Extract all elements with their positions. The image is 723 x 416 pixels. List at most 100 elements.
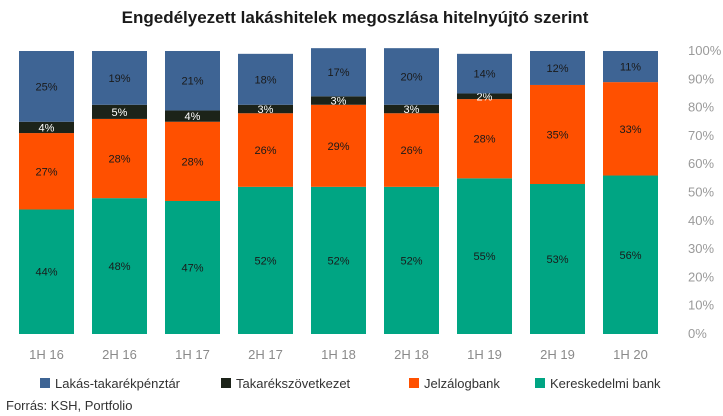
data-label-takarekszovetkezet-2h-17: 3%: [258, 104, 274, 116]
y-axis-ticks: 0% 10% 20% 30% 40% 50% 60% 70% 80% 90% 100%: [688, 43, 722, 341]
data-label-kereskedelmi-bank-1h-17: 47%: [181, 262, 203, 274]
x-tick-label: 1H 19: [467, 347, 502, 362]
bar-kereskedelmi-bank-1h-19: [457, 178, 512, 334]
bar-lakas-takarekpenztar-2h-17: [238, 53, 293, 105]
data-label-kereskedelmi-bank-2h-16: 48%: [108, 261, 130, 273]
data-label-jelzalogbank-1h-18: 29%: [327, 141, 349, 153]
data-label-lakas-takarekpenztar-1h-16: 25%: [35, 81, 57, 93]
bar-kereskedelmi-bank-2h-19: [530, 184, 585, 334]
data-label-jelzalogbank-2h-19: 35%: [546, 129, 568, 141]
bar-lakas-takarekpenztar-2h-19: [530, 51, 585, 85]
bar-jelzalogbank-2h-17: [238, 113, 293, 187]
data-label-jelzalogbank-1h-19: 28%: [473, 134, 495, 146]
bar-lakas-takarekpenztar-1h-19: [457, 53, 512, 94]
legend-swatch-kereskedelmi-bank: [535, 378, 545, 388]
data-label-takarekszovetkezet-1h-17: 4%: [185, 111, 201, 123]
bar-jelzalogbank-2h-18: [384, 113, 439, 187]
data-label-takarekszovetkezet-2h-16: 5%: [112, 107, 128, 119]
bar-lakas-takarekpenztar-2h-16: [92, 51, 147, 105]
data-label-kereskedelmi-bank-1h-18: 52%: [327, 255, 349, 267]
y-tick-label: 50%: [688, 185, 714, 200]
data-label-kereskedelmi-bank-1h-20: 56%: [619, 250, 641, 262]
bar-takarekszovetkezet-1h-17: [165, 110, 220, 122]
bar-kereskedelmi-bank-2h-16: [92, 198, 147, 334]
y-tick-label: 40%: [688, 213, 714, 228]
bar-kereskedelmi-bank-1h-18: [311, 186, 366, 334]
data-label-jelzalogbank-1h-17: 28%: [181, 156, 203, 168]
x-tick-label: 2H 17: [248, 347, 283, 362]
bar-takarekszovetkezet-2h-18: [384, 104, 439, 114]
bar-lakas-takarekpenztar-1h-16: [19, 51, 74, 122]
bar-takarekszovetkezet-2h-16: [92, 104, 147, 119]
x-tick-label: 1H 17: [175, 347, 210, 362]
x-tick-label: 2H 16: [102, 347, 137, 362]
data-label-kereskedelmi-bank-2h-18: 52%: [400, 255, 422, 267]
bar-takarekszovetkezet-1h-18: [311, 96, 366, 105]
data-label-lakas-takarekpenztar-2h-17: 18%: [254, 74, 276, 86]
bar-lakas-takarekpenztar-1h-20: [603, 51, 658, 83]
bar-takarekszovetkezet-1h-16: [19, 121, 74, 134]
legend-swatch-lakas-takarekpenztar: [40, 378, 50, 388]
bar-jelzalogbank-1h-16: [19, 133, 74, 210]
legend-label-jelzalogbank: Jelzálogbank: [424, 376, 500, 391]
data-label-lakas-takarekpenztar-2h-18: 20%: [400, 71, 422, 83]
source-note: Forrás: KSH, Portfolio: [6, 398, 132, 413]
data-label-kereskedelmi-bank-2h-17: 52%: [254, 255, 276, 267]
bar-takarekszovetkezet-2h-17: [238, 104, 293, 114]
data-label-lakas-takarekpenztar-2h-16: 19%: [108, 73, 130, 85]
legend-swatch-takarekszovetkezet: [221, 378, 231, 388]
y-tick-label: 100%: [688, 43, 722, 58]
bar-lakas-takarekpenztar-1h-18: [311, 48, 366, 97]
y-tick-label: 10%: [688, 298, 714, 313]
x-tick-label: 1H 16: [29, 347, 64, 362]
data-label-lakas-takarekpenztar-1h-17: 21%: [181, 76, 203, 88]
bar-kereskedelmi-bank-2h-18: [384, 186, 439, 334]
legend-label-takarekszovetkezet: Takarékszövetkezet: [236, 376, 351, 391]
data-label-kereskedelmi-bank-2h-19: 53%: [546, 254, 568, 266]
data-label-jelzalogbank-2h-18: 26%: [400, 145, 422, 157]
bar-kereskedelmi-bank-2h-17: [238, 186, 293, 334]
data-label-kereskedelmi-bank-1h-16: 44%: [35, 267, 57, 279]
y-tick-label: 20%: [688, 269, 714, 284]
bar-jelzalogbank-1h-19: [457, 99, 512, 179]
bar-kereskedelmi-bank-1h-16: [19, 209, 74, 334]
bar-kereskedelmi-bank-1h-17: [165, 200, 220, 334]
data-label-lakas-takarekpenztar-1h-20: 11%: [620, 62, 641, 74]
chart-title: Engedélyezett lakáshitelek megoszlása hi…: [122, 8, 589, 27]
data-label-jelzalogbank-2h-16: 28%: [108, 154, 130, 166]
bar-jelzalogbank-2h-16: [92, 118, 147, 199]
data-label-lakas-takarekpenztar-1h-18: 17%: [327, 67, 349, 79]
y-tick-label: 30%: [688, 241, 714, 256]
data-label-lakas-takarekpenztar-2h-19: 12%: [546, 63, 568, 75]
x-tick-label: 2H 18: [394, 347, 429, 362]
data-label-jelzalogbank-1h-20: 33%: [619, 124, 641, 136]
legend: Lakás-takarékpénztár Takarékszövetkezet Je…: [40, 376, 661, 391]
legend-label-lakas-takarekpenztar: Lakás-takarékpénztár: [55, 376, 181, 391]
data-label-kereskedelmi-bank-1h-19: 55%: [473, 251, 495, 263]
bar-lakas-takarekpenztar-2h-18: [384, 48, 439, 105]
data-label-jelzalogbank-2h-17: 26%: [254, 145, 276, 157]
bar-kereskedelmi-bank-1h-20: [603, 175, 658, 334]
data-label-lakas-takarekpenztar-1h-19: 14%: [473, 69, 495, 81]
data-label-takarekszovetkezet-1h-19: 2%: [477, 91, 493, 103]
y-tick-label: 0%: [688, 326, 707, 341]
x-tick-label: 1H 18: [321, 347, 356, 362]
bar-lakas-takarekpenztar-1h-17: [165, 51, 220, 111]
data-label-takarekszovetkezet-1h-18: 3%: [331, 96, 347, 108]
bar-jelzalogbank-2h-19: [530, 84, 585, 185]
legend-label-kereskedelmi-bank: Kereskedelmi bank: [550, 376, 661, 391]
y-tick-label: 90%: [688, 71, 714, 86]
legend-swatch-jelzalogbank: [409, 378, 419, 388]
y-tick-label: 60%: [688, 156, 714, 171]
x-axis-ticks: 1H 16 2H 16 1H 17 2H 17 1H 18 2H 18 1H 19 2H 19…: [29, 347, 648, 362]
data-label-takarekszovetkezet-1h-16: 4%: [39, 122, 55, 134]
bar-jelzalogbank-1h-18: [311, 104, 366, 187]
data-label-jelzalogbank-1h-16: 27%: [35, 166, 57, 178]
bar-jelzalogbank-1h-20: [603, 82, 658, 176]
bar-takarekszovetkezet-1h-19: [457, 93, 512, 100]
data-label-takarekszovetkezet-2h-18: 3%: [404, 104, 420, 116]
y-tick-label: 80%: [688, 100, 714, 115]
x-tick-label: 1H 20: [613, 347, 648, 362]
bar-jelzalogbank-1h-17: [165, 121, 220, 201]
